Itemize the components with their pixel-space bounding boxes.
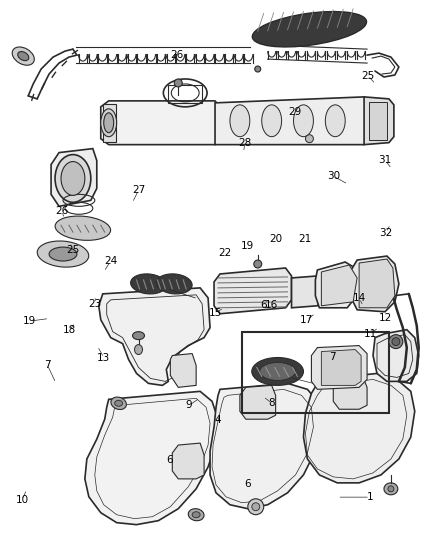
Text: 21: 21 [297, 234, 311, 244]
Text: 27: 27 [132, 184, 145, 195]
Ellipse shape [252, 12, 366, 47]
Text: 31: 31 [378, 156, 391, 165]
Text: 20: 20 [268, 234, 281, 244]
Ellipse shape [388, 335, 402, 349]
Text: 24: 24 [103, 256, 117, 266]
Text: 7: 7 [44, 360, 50, 369]
Polygon shape [368, 102, 386, 140]
Ellipse shape [192, 512, 200, 518]
Ellipse shape [134, 345, 142, 354]
Text: 6: 6 [166, 455, 172, 465]
Ellipse shape [188, 508, 204, 521]
Polygon shape [99, 288, 209, 385]
Text: 16: 16 [264, 300, 277, 310]
Text: 32: 32 [378, 228, 392, 238]
Ellipse shape [37, 241, 88, 267]
Ellipse shape [55, 155, 91, 203]
Polygon shape [291, 276, 321, 308]
Polygon shape [239, 385, 275, 419]
Text: 30: 30 [326, 172, 339, 181]
Polygon shape [350, 256, 398, 312]
Text: 26: 26 [170, 51, 183, 60]
Ellipse shape [12, 47, 34, 65]
Polygon shape [214, 268, 291, 314]
Ellipse shape [253, 260, 261, 268]
Ellipse shape [391, 337, 399, 345]
Ellipse shape [61, 161, 85, 196]
Polygon shape [372, 330, 418, 382]
Ellipse shape [251, 503, 259, 511]
Text: 29: 29 [287, 107, 300, 117]
Ellipse shape [254, 66, 260, 72]
Text: 25: 25 [360, 70, 374, 80]
Ellipse shape [103, 113, 113, 133]
Ellipse shape [114, 400, 122, 406]
Ellipse shape [101, 109, 117, 136]
Ellipse shape [387, 486, 393, 492]
Ellipse shape [132, 332, 144, 340]
Text: 12: 12 [378, 313, 391, 324]
Text: 22: 22 [218, 248, 231, 259]
Text: 25: 25 [67, 245, 80, 255]
Polygon shape [102, 104, 115, 142]
Polygon shape [303, 374, 414, 483]
Polygon shape [332, 377, 366, 409]
Ellipse shape [230, 105, 249, 136]
Ellipse shape [383, 483, 397, 495]
Ellipse shape [293, 105, 313, 136]
Polygon shape [170, 353, 196, 387]
Polygon shape [51, 149, 96, 206]
Text: 26: 26 [55, 206, 68, 216]
Text: 9: 9 [185, 400, 192, 410]
Ellipse shape [251, 358, 303, 385]
Text: 13: 13 [97, 353, 110, 362]
Ellipse shape [18, 52, 29, 61]
Ellipse shape [49, 247, 77, 261]
Polygon shape [101, 101, 219, 144]
Ellipse shape [325, 105, 344, 136]
Polygon shape [215, 97, 370, 144]
Text: 10: 10 [16, 495, 29, 505]
Polygon shape [363, 97, 393, 144]
Text: 18: 18 [62, 325, 75, 335]
Ellipse shape [247, 499, 263, 515]
Ellipse shape [174, 79, 182, 87]
Text: 7: 7 [329, 352, 336, 361]
Ellipse shape [131, 274, 166, 294]
Text: 28: 28 [238, 139, 251, 149]
Text: 6: 6 [259, 300, 266, 310]
Text: 6: 6 [244, 479, 251, 489]
Text: 1: 1 [366, 492, 372, 502]
Polygon shape [314, 262, 358, 308]
Text: 17: 17 [300, 315, 313, 325]
Text: 4: 4 [213, 415, 220, 425]
Polygon shape [321, 265, 356, 306]
Polygon shape [172, 443, 204, 479]
Ellipse shape [305, 135, 313, 143]
Polygon shape [321, 350, 360, 385]
Polygon shape [85, 391, 218, 524]
Text: 19: 19 [240, 241, 254, 252]
Text: 19: 19 [23, 316, 36, 326]
Text: 14: 14 [352, 293, 365, 303]
Ellipse shape [156, 274, 192, 294]
Polygon shape [358, 259, 394, 308]
Ellipse shape [261, 105, 281, 136]
Polygon shape [209, 383, 321, 508]
Text: 15: 15 [208, 308, 221, 318]
Ellipse shape [55, 216, 110, 240]
Polygon shape [311, 345, 366, 389]
Text: 8: 8 [268, 398, 275, 408]
Text: 11: 11 [363, 329, 376, 339]
Ellipse shape [111, 397, 126, 409]
Text: 23: 23 [88, 298, 102, 309]
Ellipse shape [259, 362, 295, 381]
